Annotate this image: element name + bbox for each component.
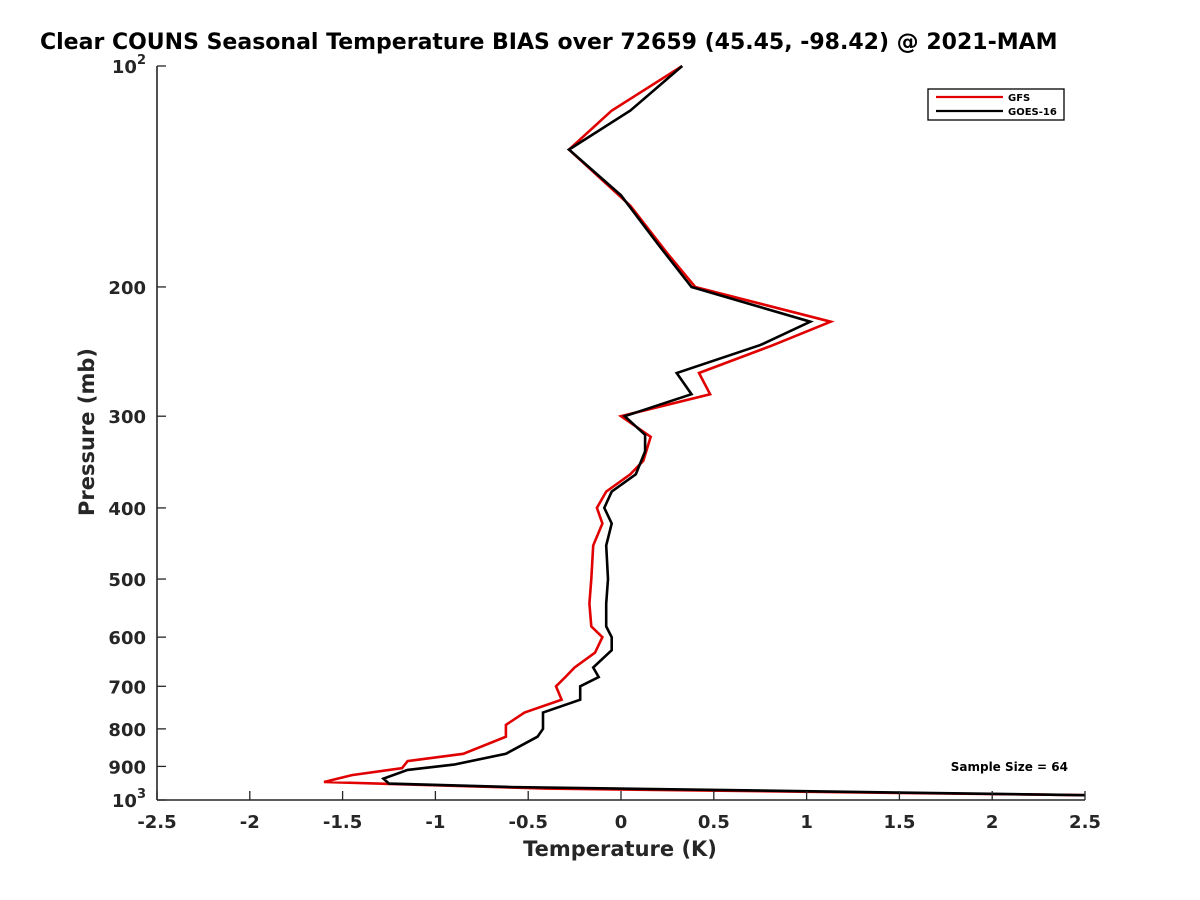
x-tick-label: -0.5 xyxy=(509,812,548,833)
x-tick-label: 0.5 xyxy=(698,812,730,833)
y-tick-label: 700 xyxy=(108,677,146,698)
y-tick-label: 102 xyxy=(112,53,146,78)
y-tick-label: 200 xyxy=(108,278,146,299)
sample-size-annotation: Sample Size = 64 xyxy=(951,760,1068,774)
y-tick-label: 800 xyxy=(108,720,146,741)
y-tick-label: 500 xyxy=(108,570,146,591)
axes-layer: -2.5 -2 -1.5 -1 -0.5 0 0.5 1 1.5 2 2.5 102 200 300 400… xyxy=(108,53,1101,833)
y-tick-label: 900 xyxy=(108,757,146,778)
x-tick-label: -2.5 xyxy=(137,812,176,833)
x-axis-label: Temperature (K) xyxy=(523,837,717,861)
x-tick-label: -1.5 xyxy=(323,812,362,833)
y-tick-label: 600 xyxy=(108,628,146,649)
legend-box xyxy=(927,88,1065,121)
x-tick-label: -2 xyxy=(240,812,260,833)
x-tick-label: 0 xyxy=(615,812,628,833)
x-tick-label: 1 xyxy=(800,812,813,833)
y-axis-label: Pressure (mb) xyxy=(75,348,99,516)
x-tick-label: -1 xyxy=(425,812,445,833)
chart-title: Clear COUNS Seasonal Temperature BIAS ov… xyxy=(40,30,1058,55)
y-tick-label: 300 xyxy=(108,407,146,428)
x-tick-label: 2 xyxy=(986,812,999,833)
legend-label-goes16: GOES-16 xyxy=(1008,107,1057,118)
legend-label-gfs: GFS xyxy=(1008,93,1030,104)
legend: GFS GOES-16 xyxy=(927,88,1065,121)
x-tick-label: 1.5 xyxy=(883,812,915,833)
x-tick-label: 2.5 xyxy=(1069,812,1101,833)
y-tick-label: 103 xyxy=(112,787,146,812)
y-tick-label: 400 xyxy=(108,499,146,520)
series-line-goes16 xyxy=(380,65,1086,797)
series-layer xyxy=(323,64,1086,797)
series-line-gfs xyxy=(323,64,1086,797)
